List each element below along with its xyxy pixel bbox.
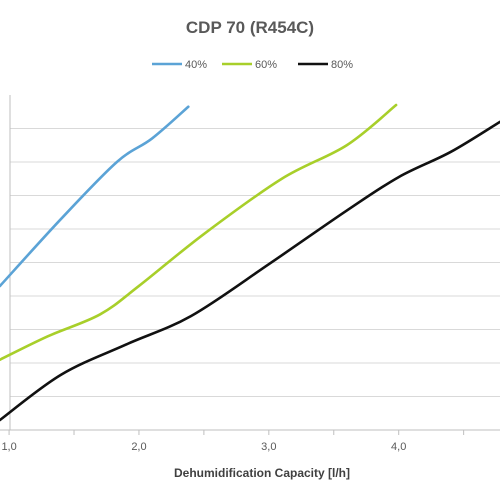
x-axis-title: Dehumidification Capacity [l/h] — [174, 466, 350, 480]
x-tick-label: 1,0 — [1, 441, 16, 453]
x-tick-label: 3,0 — [261, 441, 276, 453]
legend-label: 40% — [185, 59, 207, 71]
chart-title: CDP 70 (R454C) — [186, 18, 314, 37]
series-line-80pct — [0, 120, 500, 422]
legend-label: 80% — [331, 59, 353, 71]
series-lines — [0, 103, 500, 422]
series-line-40pct — [0, 105, 190, 288]
x-tick-label: 2,0 — [131, 441, 146, 453]
x-tick-label: 4,0 — [391, 441, 406, 453]
series-line-60pct — [0, 103, 398, 361]
x-axis-ticks: 1,0 2,0 3,0 4,0 — [1, 430, 465, 453]
legend: 40% 60% 80% — [152, 59, 353, 71]
gridlines — [0, 95, 500, 431]
legend-label: 60% — [255, 59, 277, 71]
